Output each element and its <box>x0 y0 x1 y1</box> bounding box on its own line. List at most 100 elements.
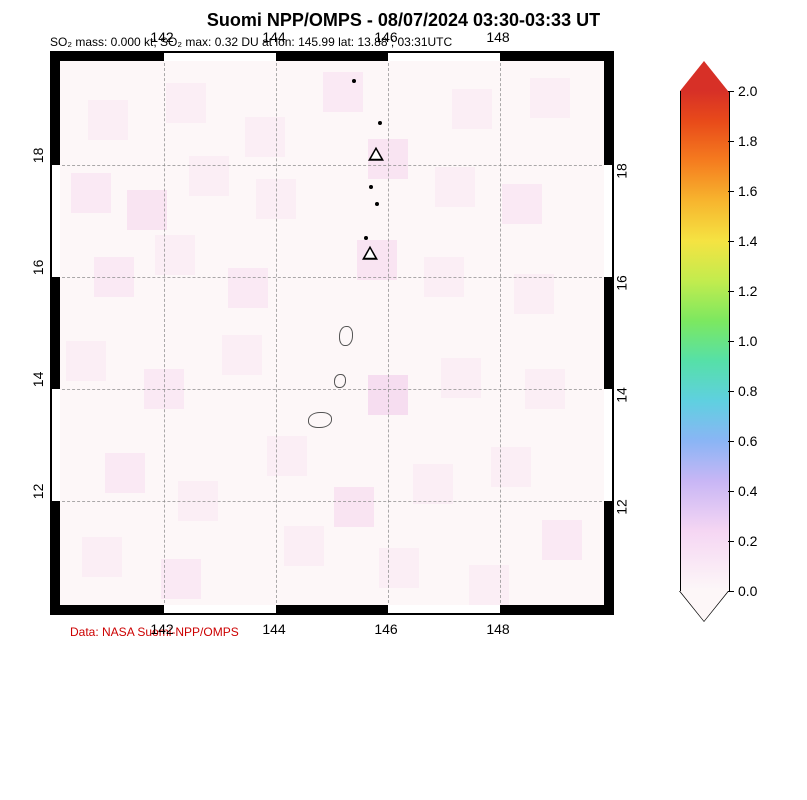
colorbar-tick-label: 0.8 <box>738 383 757 399</box>
lon-tick-label: 142 <box>150 621 173 637</box>
heatmap-cell <box>469 565 509 605</box>
lat-tick-label: 12 <box>30 484 46 500</box>
map-border-segment <box>52 53 164 61</box>
volcano-marker-icon <box>362 246 378 260</box>
lon-tick-label: 146 <box>374 621 397 637</box>
heatmap-cell <box>161 559 201 599</box>
map-border-segment <box>52 53 60 165</box>
colorbar-tick-label: 1.2 <box>738 283 757 299</box>
lat-tick-label: 18 <box>30 148 46 164</box>
map-border-segment <box>604 165 612 277</box>
figure-container: Suomi NPP/OMPS - 08/07/2024 03:30-03:33 … <box>10 10 797 790</box>
map-border-segment <box>52 605 164 613</box>
lat-tick-label: 14 <box>30 372 46 388</box>
colorbar-tick-label: 1.8 <box>738 133 757 149</box>
heatmap-cell <box>245 117 285 157</box>
heatmap-cell <box>413 464 453 504</box>
map-border-segment <box>604 53 612 165</box>
grid-line-vertical <box>164 53 166 613</box>
colorbar-tick <box>728 541 734 542</box>
heatmap-cell <box>502 184 542 224</box>
colorbar-tick-label: 2.0 <box>738 83 757 99</box>
heatmap-cell <box>530 78 570 118</box>
heatmap-cell <box>284 526 324 566</box>
colorbar-tick <box>728 291 734 292</box>
map-border-segment <box>276 605 388 613</box>
lon-tick-label: 148 <box>486 621 509 637</box>
heatmap-cell <box>525 369 565 409</box>
grid-line-horizontal <box>52 501 612 503</box>
lon-tick-label: 148 <box>486 29 509 45</box>
volcano-marker-icon <box>368 147 384 161</box>
colorbar-under-arrow <box>680 591 728 621</box>
heatmap-cell <box>178 481 218 521</box>
colorbar-tick <box>728 591 734 592</box>
colorbar-tick <box>728 141 734 142</box>
heatmap-cell <box>368 375 408 415</box>
heatmap-cell <box>435 167 475 207</box>
heatmap-cell <box>267 436 307 476</box>
grid-line-vertical <box>500 53 502 613</box>
heatmap-cell <box>256 179 296 219</box>
data-credit: Data: NASA Suomi-NPP/OMPS <box>70 625 797 639</box>
marker-dot <box>369 185 373 189</box>
lon-tick-label: 144 <box>262 29 285 45</box>
marker-dot <box>352 79 356 83</box>
map-border-segment <box>604 501 612 613</box>
colorbar-tick-label: 1.6 <box>738 183 757 199</box>
heatmap-cell <box>514 274 554 314</box>
lon-tick-label: 142 <box>150 29 173 45</box>
map-border-segment <box>276 53 388 61</box>
colorbar-tick-label: 0.2 <box>738 533 757 549</box>
lat-tick-label: 14 <box>614 387 630 403</box>
colorbar-tick-label: 1.0 <box>738 333 757 349</box>
heatmap-cell <box>228 268 268 308</box>
colorbar-tick <box>728 491 734 492</box>
heatmap-cell <box>222 335 262 375</box>
colorbar-tick <box>728 441 734 442</box>
heatmap-cell <box>491 447 531 487</box>
lon-tick-label: 144 <box>262 621 285 637</box>
map-box <box>50 51 614 615</box>
colorbar-tick <box>728 191 734 192</box>
marker-dot <box>375 202 379 206</box>
colorbar-gradient <box>680 91 730 591</box>
heatmap-cell <box>155 235 195 275</box>
colorbar-tick-label: 0.6 <box>738 433 757 449</box>
map-border-segment <box>388 53 500 61</box>
heatmap-cell <box>71 173 111 213</box>
map-border-segment <box>500 53 612 61</box>
heatmap-cell <box>441 358 481 398</box>
map-border-segment <box>388 605 500 613</box>
lon-tick-label: 146 <box>374 29 397 45</box>
map-border-segment <box>164 53 276 61</box>
heatmap-cell <box>323 72 363 112</box>
lat-tick-label: 16 <box>614 275 630 291</box>
plot-area: 1421421441441461461481481212141416161818… <box>10 51 797 621</box>
heatmap-cell <box>127 190 167 230</box>
heatmap-cell <box>334 487 374 527</box>
map-border-segment <box>500 605 612 613</box>
grid-line-horizontal <box>52 165 612 167</box>
map-border-segment <box>604 277 612 389</box>
heatmap-cell <box>105 453 145 493</box>
colorbar-tick-label: 0.4 <box>738 483 757 499</box>
colorbar-tick <box>728 391 734 392</box>
map-border-segment <box>52 165 60 277</box>
heatmap-cell <box>424 257 464 297</box>
heatmap-cell <box>189 156 229 196</box>
heatmap-cell <box>144 369 184 409</box>
lat-tick-label: 12 <box>614 499 630 515</box>
map-border-segment <box>52 277 60 389</box>
heatmap-cell <box>379 548 419 588</box>
heatmap-cell <box>166 83 206 123</box>
heatmap-cell <box>542 520 582 560</box>
map-wrapper: 1421421441441461461481481212141416161818 <box>50 51 610 615</box>
heatmap-cell <box>452 89 492 129</box>
lat-tick-label: 18 <box>614 163 630 179</box>
colorbar-tick-label: 1.4 <box>738 233 757 249</box>
map-border-segment <box>164 605 276 613</box>
colorbar-tick <box>728 341 734 342</box>
island-outline <box>308 412 332 428</box>
figure-title: Suomi NPP/OMPS - 08/07/2024 03:30-03:33 … <box>10 10 797 31</box>
